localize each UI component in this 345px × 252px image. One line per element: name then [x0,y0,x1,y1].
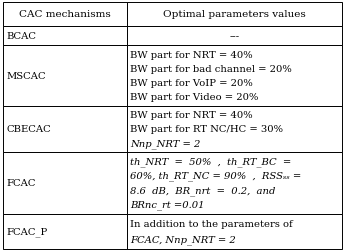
Text: 8.6  dB,  BR_nrt  =  0.2,  and: 8.6 dB, BR_nrt = 0.2, and [130,185,276,195]
Text: FCAC_P: FCAC_P [7,227,48,236]
Bar [3,3,127,27]
Text: FCAC, Nnp_NRT = 2: FCAC, Nnp_NRT = 2 [130,235,236,244]
Bar [3,27,127,46]
Bar [127,3,342,27]
Bar [3,46,127,106]
Text: BRnc_rt =0.01: BRnc_rt =0.01 [130,200,205,209]
Text: CAC mechanisms: CAC mechanisms [19,10,111,19]
Bar [3,106,127,152]
Text: MSCAC: MSCAC [7,72,47,80]
Bar [127,152,342,214]
Text: th_NRT  =  50%  ,  th_RT_BC  =: th_NRT = 50% , th_RT_BC = [130,157,292,166]
Text: BW part for Video = 20%: BW part for Video = 20% [130,92,259,102]
Bar [127,106,342,152]
Text: BW part for RT NC/HC = 30%: BW part for RT NC/HC = 30% [130,125,283,134]
Text: FCAC: FCAC [7,178,37,187]
Bar [127,214,342,249]
Text: BW part for bad channel = 20%: BW part for bad channel = 20% [130,65,292,73]
Text: Nnp_NRT = 2: Nnp_NRT = 2 [130,138,201,148]
Text: BCAC: BCAC [7,32,37,41]
Text: Optimal parameters values: Optimal parameters values [163,10,306,19]
Text: ---: --- [229,32,239,41]
Text: CBECAC: CBECAC [7,125,52,134]
Bar [127,46,342,106]
Text: BW part for VoIP = 20%: BW part for VoIP = 20% [130,79,253,87]
Text: BW part for NRT = 40%: BW part for NRT = 40% [130,50,253,59]
Text: BW part for NRT = 40%: BW part for NRT = 40% [130,111,253,120]
Text: 60%, th_RT_NC = 90%  ,  RSSₛₛ =: 60%, th_RT_NC = 90% , RSSₛₛ = [130,171,302,181]
Bar [3,214,127,249]
Bar [127,27,342,46]
Text: In addition to the parameters of: In addition to the parameters of [130,219,293,228]
Bar [3,152,127,214]
